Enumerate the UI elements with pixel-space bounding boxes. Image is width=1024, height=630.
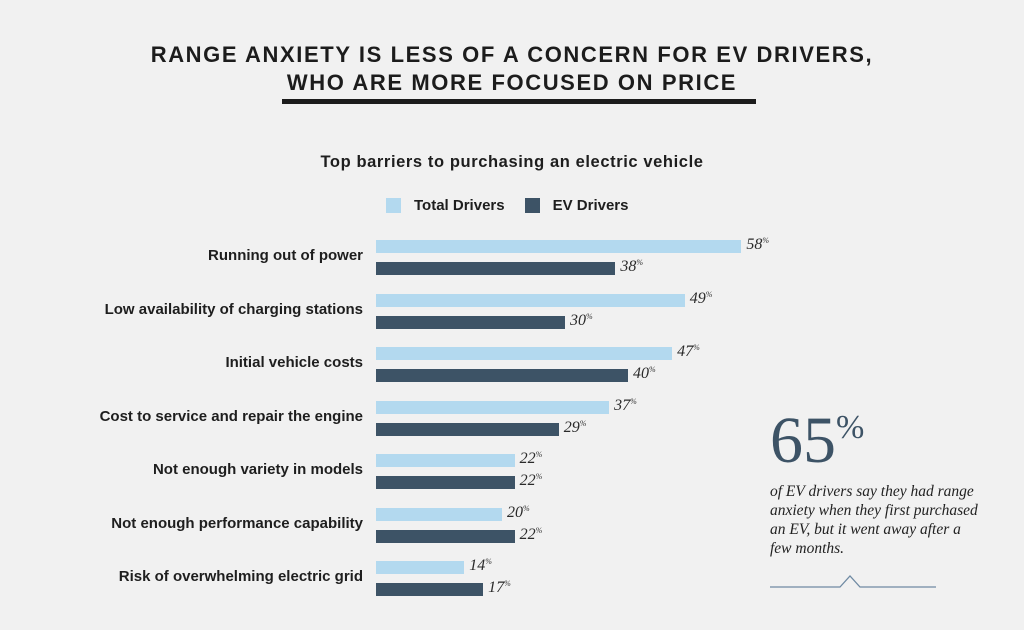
data-label: 14% (469, 557, 492, 575)
callout-divider (770, 575, 936, 588)
callout-stat: 65% (770, 408, 864, 474)
legend-label-ev: EV Drivers (552, 197, 629, 214)
data-label-unit: % (535, 472, 543, 481)
data-label-unit: % (693, 343, 700, 352)
category-label: Low availability of charging stations (104, 300, 363, 318)
data-label-value: 37 (614, 396, 631, 414)
data-label: 38% (620, 258, 643, 276)
data-label-value: 47 (677, 343, 694, 360)
bar-ev-drivers (376, 476, 515, 489)
legend: Total Drivers EV Drivers (386, 197, 648, 214)
data-label-value: 58 (746, 236, 763, 253)
data-label: 22% (520, 450, 543, 468)
data-label-value: 38 (620, 258, 637, 275)
data-label-value: 22 (519, 472, 536, 489)
callout-unit: % (836, 409, 865, 446)
data-label-value: 30 (570, 311, 586, 329)
data-label-value: 14 (469, 557, 486, 574)
data-label: 29% (564, 419, 587, 437)
data-label: 58% (746, 236, 769, 254)
data-label-unit: % (535, 450, 543, 459)
legend-swatch-ev (524, 198, 540, 213)
category-label: Not enough variety in models (152, 461, 363, 478)
category-label: Initial vehicle costs (225, 354, 363, 371)
bar-ev-drivers (376, 583, 484, 596)
data-label: 20% (507, 504, 530, 522)
category-label: Not enough performance capability (111, 514, 363, 532)
data-label: 22% (520, 472, 543, 490)
data-label: 22% (520, 526, 543, 544)
bar-total-drivers (376, 240, 742, 253)
bar-total-drivers (376, 347, 673, 360)
data-label-unit: % (579, 418, 587, 428)
data-label-value: 49 (689, 289, 706, 307)
bar-total-drivers (376, 454, 515, 467)
data-label-unit: % (586, 311, 593, 321)
callout-value: 65 (770, 404, 836, 477)
bar-ev-drivers (376, 315, 565, 329)
bar-ev-drivers (376, 422, 559, 436)
bar-total-drivers (376, 507, 502, 521)
callout-text: of EV drivers say they had range anxiety… (770, 483, 978, 557)
data-label-unit: % (636, 258, 644, 267)
data-label: 49% (690, 290, 713, 308)
data-label: 30% (570, 312, 593, 330)
title-line-2: WHO ARE MORE FOCUSED ON PRICE (286, 70, 738, 95)
data-label: 17% (488, 579, 511, 597)
bar-total-drivers (376, 400, 610, 414)
data-label-value: 17 (488, 579, 505, 596)
data-label-unit: % (485, 557, 492, 566)
data-label-unit: % (630, 396, 637, 406)
bar-ev-drivers (376, 262, 616, 275)
data-label-unit: % (504, 579, 511, 588)
bar-total-drivers (376, 561, 465, 574)
title-line-1: RANGE ANXIETY IS LESS OF A CONCERN FOR E… (150, 42, 874, 67)
category-label: Risk of overwhelming electric grid (118, 568, 363, 585)
category-label: Cost to service and repair the engine (99, 407, 363, 425)
data-label-unit: % (523, 503, 530, 513)
legend-swatch-total (386, 198, 401, 213)
bar-total-drivers (376, 293, 685, 307)
bar-ev-drivers (376, 369, 628, 382)
legend-label-total: Total Drivers (414, 197, 505, 214)
chart-title: Top barriers to purchasing an electric v… (320, 153, 704, 171)
data-label-unit: % (762, 236, 770, 245)
data-label-unit: % (535, 525, 543, 535)
data-label-unit: % (705, 289, 713, 299)
data-label: 47% (677, 343, 700, 361)
title-underline (282, 99, 756, 104)
data-label-value: 22 (519, 450, 536, 467)
data-label-value: 20 (507, 503, 523, 521)
data-label: 40% (633, 365, 656, 383)
data-label-value: 40 (633, 365, 649, 382)
data-label: 37% (614, 397, 637, 415)
bar-ev-drivers (376, 529, 515, 543)
data-label-unit: % (649, 365, 656, 374)
category-label: Running out of power (208, 247, 363, 264)
data-label-value: 29 (563, 418, 580, 436)
data-label-value: 22 (519, 525, 536, 543)
